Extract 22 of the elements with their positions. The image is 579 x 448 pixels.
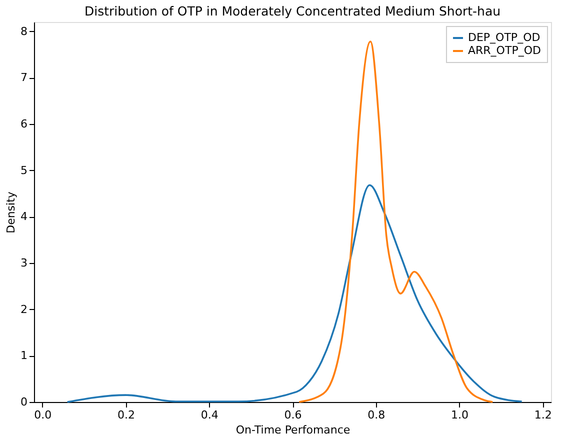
legend-label: ARR_OTP_OD <box>468 44 541 57</box>
x-tick-label: 0.2 <box>117 408 135 422</box>
line-series <box>66 184 523 403</box>
y-tick-label: 1 <box>20 349 28 362</box>
chart-title: Distribution of OTP in Moderately Concentrated Medium Short-hau <box>84 4 501 18</box>
x-tick-label: 0.4 <box>200 408 218 422</box>
y-tick-label: 7 <box>20 71 28 84</box>
legend-label: DEP_OTP_OD <box>468 31 540 44</box>
x-tick-label: 1.0 <box>451 408 469 422</box>
y-axis-title: Density <box>4 191 18 234</box>
y-tick-label: 0 <box>20 396 28 408</box>
x-tick-label: 0.8 <box>368 408 386 422</box>
x-tick-label: 1.2 <box>534 408 552 422</box>
y-tick-label: 6 <box>20 117 28 130</box>
y-tick-label: 3 <box>20 256 28 270</box>
x-axis-title: On-Time Perfomance <box>236 424 350 436</box>
y-tick-label: 2 <box>20 302 28 316</box>
y-tick-label: 5 <box>20 164 28 177</box>
x-tick-label: 0.6 <box>284 408 302 422</box>
y-tick-label: 4 <box>20 210 28 224</box>
y-tick-label: 8 <box>20 24 28 38</box>
x-tick-label: 0.0 <box>34 408 52 422</box>
